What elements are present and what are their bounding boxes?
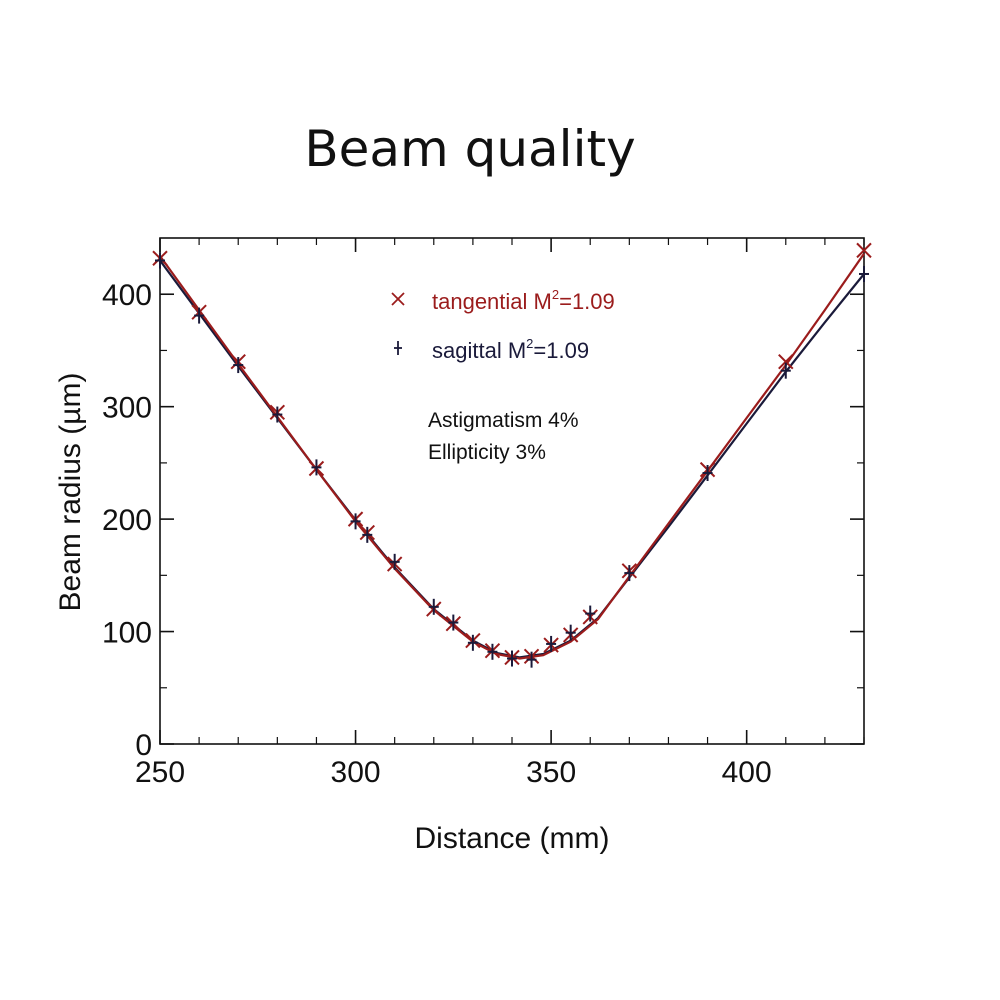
legend-label: tangential M2=1.09 <box>432 287 615 314</box>
sagittal-point <box>507 650 517 667</box>
data-markers <box>152 242 872 668</box>
x-tick-label: 300 <box>331 756 381 789</box>
sagittal-point <box>233 357 244 374</box>
legend-item-sagittal: sagittal M2=1.09 <box>394 336 589 363</box>
sagittal-point <box>389 553 400 570</box>
legend-item-tangential: tangential M2=1.09 <box>391 287 615 314</box>
sagittal-point <box>448 614 459 631</box>
sagittal-point <box>585 605 596 622</box>
annotations: Astigmatism 4% Ellipticity 3% <box>428 409 579 464</box>
annotation-text: Ellipticity 3% <box>428 441 546 464</box>
x-axis-label: Distance (mm) <box>414 822 609 855</box>
sagittal-point <box>362 526 373 543</box>
y-tick-label: 0 <box>135 729 152 762</box>
sagittal-point <box>565 624 576 641</box>
sagittal-point <box>780 362 791 379</box>
sagittal-point <box>350 513 361 530</box>
legend-label: sagittal M2=1.09 <box>432 336 589 363</box>
x-tick-label: 350 <box>526 756 576 789</box>
tangential-point <box>856 242 872 259</box>
annotation-text: Astigmatism 4% <box>428 409 579 432</box>
sagittal-point <box>702 465 713 482</box>
sagittal-point <box>859 265 869 282</box>
sagittal-point <box>624 565 635 582</box>
tick-labels: 250 300 350 400 0 100 200 300 400 <box>102 279 772 789</box>
sagittal-point <box>194 307 205 324</box>
chart-title: Beam quality <box>304 120 636 178</box>
tangential-point <box>778 353 794 370</box>
sagittal-point <box>526 651 537 668</box>
x-tick-label: 400 <box>722 756 772 789</box>
fit-line <box>159 253 865 660</box>
y-tick-label: 300 <box>102 392 152 425</box>
legend: tangential M2=1.09 sagittal M2=1.09 <box>391 287 615 363</box>
sagittal-point <box>311 459 322 476</box>
sagittal-point <box>428 598 439 615</box>
sagittal-point <box>546 635 557 652</box>
y-tick-label: 100 <box>102 617 152 650</box>
y-axis-label: Beam radius (µm) <box>54 372 87 611</box>
fit-lines <box>159 253 865 660</box>
y-tick-label: 200 <box>102 504 152 537</box>
sagittal-point <box>467 634 478 651</box>
axis-ticks <box>159 238 865 745</box>
sagittal-point <box>155 252 165 269</box>
legend-marker <box>391 292 405 306</box>
x-tick-label: 250 <box>135 756 185 789</box>
y-tick-label: 400 <box>102 279 152 312</box>
sagittal-point <box>272 406 283 423</box>
sagittal-point <box>487 643 498 660</box>
